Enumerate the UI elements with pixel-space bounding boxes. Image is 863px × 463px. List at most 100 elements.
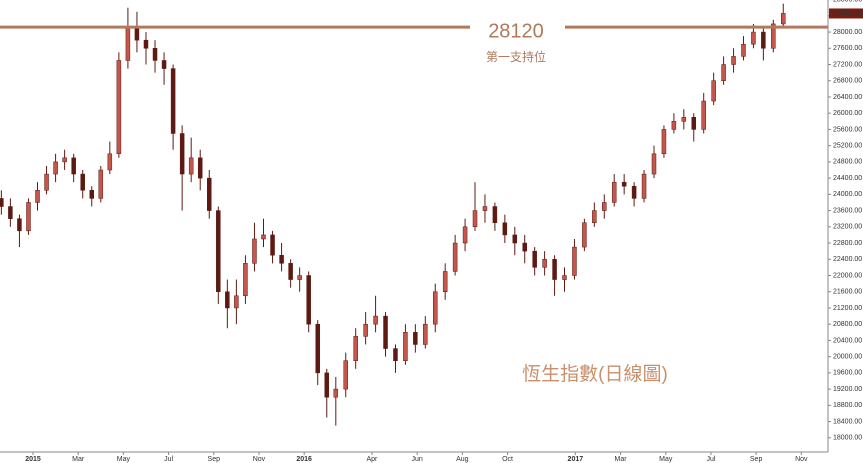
candle-body (353, 336, 358, 361)
candle-body (721, 64, 726, 81)
y-tick-label: 28800.00 (833, 0, 862, 3)
candle-body (552, 259, 557, 280)
x-tick-label: 2016 (296, 456, 312, 463)
candle-body (492, 206, 498, 224)
candle-body (522, 242, 527, 252)
candle-body (542, 259, 547, 268)
candle-body (621, 181, 627, 187)
candle-body (671, 121, 677, 130)
y-tick-label: 23200.00 (833, 224, 862, 231)
candle-body (324, 372, 330, 398)
candle-body (207, 177, 212, 211)
y-tick-label: 22000.00 (833, 272, 862, 279)
candle-body (562, 275, 567, 280)
y-tick-label: 25600.00 (833, 126, 862, 133)
y-tick-label: 26800.00 (833, 78, 862, 85)
y-tick-label: 20000.00 (833, 353, 862, 360)
x-tick-label: Apr (367, 456, 379, 463)
candle-body (8, 206, 13, 219)
candle-body (383, 315, 388, 349)
candle-body (761, 31, 766, 49)
candle-body (771, 23, 776, 49)
candle-body (143, 39, 149, 49)
x-tick-label: May (659, 456, 673, 463)
candle-body (611, 181, 617, 203)
candle-body (432, 291, 438, 325)
y-tick-label: 19600.00 (833, 370, 862, 377)
candle-body (403, 332, 408, 361)
candle-body (631, 185, 637, 199)
candle-body (116, 60, 122, 155)
candle-body (270, 234, 275, 256)
candle-body (452, 242, 458, 272)
candle-body (701, 100, 706, 130)
candle-body (413, 332, 418, 345)
x-tick-label: May (117, 456, 131, 463)
candle-body (0, 198, 4, 207)
candle-body (44, 173, 49, 191)
candle-body (26, 202, 31, 232)
candle-body (252, 238, 257, 264)
candle-body (423, 323, 428, 345)
candle-body (532, 250, 537, 268)
candle-body (53, 161, 58, 175)
candle-body (751, 31, 756, 45)
candle-body (781, 13, 786, 25)
candle-body (442, 271, 448, 292)
candle-body (297, 275, 302, 280)
candle-body (197, 157, 203, 179)
candle-body (482, 206, 488, 211)
candle-body (261, 234, 266, 240)
candle-body (161, 60, 167, 69)
y-tick-label: 24800.00 (833, 159, 862, 166)
y-tick-label: 21600.00 (833, 289, 862, 296)
x-tick-label: Mar (615, 456, 628, 463)
y-tick-label: 28000.00 (833, 29, 862, 36)
candle-body (71, 157, 76, 175)
candle-body (651, 153, 657, 175)
candle-body (462, 226, 468, 244)
x-tick-label: Sep (750, 456, 763, 463)
candle-body (152, 48, 158, 61)
candle-body (582, 222, 587, 248)
candle-body (225, 291, 230, 309)
candle-body (472, 210, 478, 228)
candle-body (89, 190, 94, 199)
y-tick-label: 20400.00 (833, 337, 862, 344)
candle-body (80, 173, 85, 191)
y-tick-label: 27600.00 (833, 45, 862, 52)
x-tick-label: 2017 (568, 456, 584, 463)
candle-body (512, 234, 518, 244)
y-tick-label: 23600.00 (833, 207, 862, 214)
candle-body (234, 295, 239, 309)
support-label: 第一支持位 (486, 49, 546, 64)
x-tick-label: Jun (412, 456, 423, 463)
y-tick-label: 21200.00 (833, 305, 862, 312)
x-tick-label: Nov (795, 456, 808, 463)
candle-body (731, 56, 736, 65)
x-tick-label: Oct (502, 456, 513, 463)
y-tick-label: 18400.00 (833, 418, 862, 425)
support-value: 28120 (488, 20, 544, 42)
candle-body (315, 323, 320, 374)
candle-body (216, 210, 221, 292)
candle-body (62, 157, 67, 163)
candle-body (741, 43, 746, 57)
x-tick-label: Nov (253, 456, 266, 463)
y-tick-label: 22400.00 (833, 256, 862, 263)
candle-body (592, 210, 597, 224)
candle-body (572, 246, 577, 276)
y-tick-label: 20800.00 (833, 321, 862, 328)
candle-body (17, 218, 22, 232)
candle-body (641, 173, 647, 199)
candle-body (681, 117, 687, 122)
last-price-tag (829, 8, 863, 19)
y-tick-label: 18800.00 (833, 402, 862, 409)
candle-body (711, 80, 716, 102)
candle-body (170, 68, 176, 134)
candle-body (373, 315, 378, 325)
y-tick-label: 26000.00 (833, 110, 862, 117)
candle-body (333, 388, 339, 398)
